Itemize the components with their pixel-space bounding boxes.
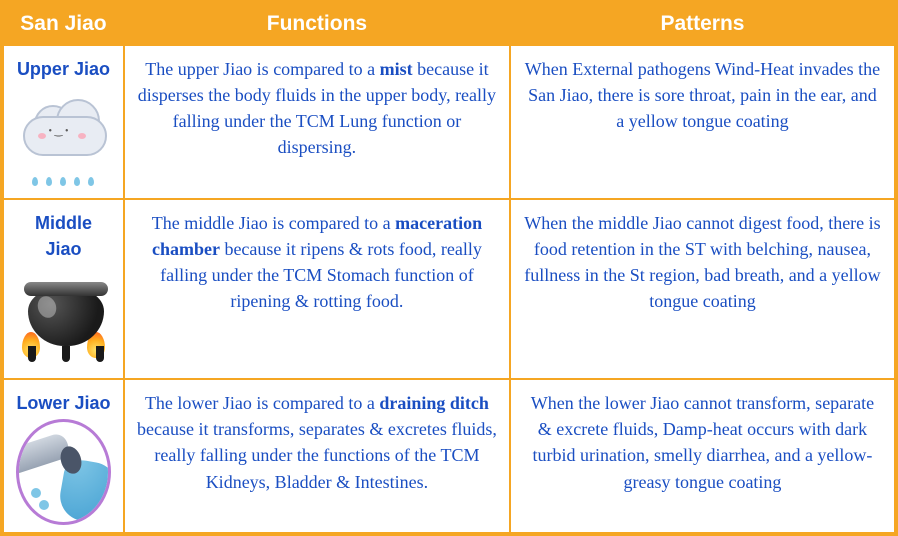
title-lower-jiao: Lower Jiao (16, 390, 111, 416)
function-keyword: mist (380, 59, 413, 79)
cell-lower-pattern: When the lower Jiao cannot transform, se… (510, 379, 896, 534)
cell-middle-pattern: When the middle Jiao cannot digest food,… (510, 199, 896, 379)
cell-lower-jiao: Lower Jiao (2, 379, 124, 534)
row-lower-jiao: Lower Jiao The lower Jiao is compared to… (2, 379, 896, 534)
row-middle-jiao: Middle Jiao The middle Jiao is compared … (2, 199, 896, 379)
function-text-post: because it transforms, separates & excre… (137, 419, 497, 491)
function-text-pre: The lower Jiao is compared to a (145, 393, 379, 413)
header-row: San Jiao Functions Patterns (2, 2, 896, 45)
cell-lower-function: The lower Jiao is compared to a draining… (124, 379, 510, 534)
function-text-pre: The middle Jiao is compared to a (152, 213, 395, 233)
cell-upper-jiao: Upper Jiao • ‿ • (2, 45, 124, 199)
row-upper-jiao: Upper Jiao • ‿ • The (2, 45, 896, 199)
header-functions: Functions (124, 2, 510, 45)
header-patterns: Patterns (510, 2, 896, 45)
function-keyword: draining ditch (379, 393, 489, 413)
cell-upper-function: The upper Jiao is compared to a mist bec… (124, 45, 510, 199)
cell-middle-jiao: Middle Jiao (2, 199, 124, 379)
header-san-jiao: San Jiao (2, 2, 124, 45)
cell-upper-pattern: When External pathogens Wind-Heat invade… (510, 45, 896, 199)
title-upper-jiao: Upper Jiao (16, 56, 111, 82)
title-middle-jiao: Middle Jiao (16, 210, 111, 262)
cell-middle-function: The middle Jiao is compared to a macerat… (124, 199, 510, 379)
drain-water-icon (16, 422, 111, 522)
san-jiao-table: San Jiao Functions Patterns Upper Jiao •… (0, 0, 898, 536)
cloud-rain-icon: • ‿ • (16, 88, 111, 188)
function-text-pre: The upper Jiao is compared to a (145, 59, 379, 79)
cauldron-icon (16, 268, 111, 368)
